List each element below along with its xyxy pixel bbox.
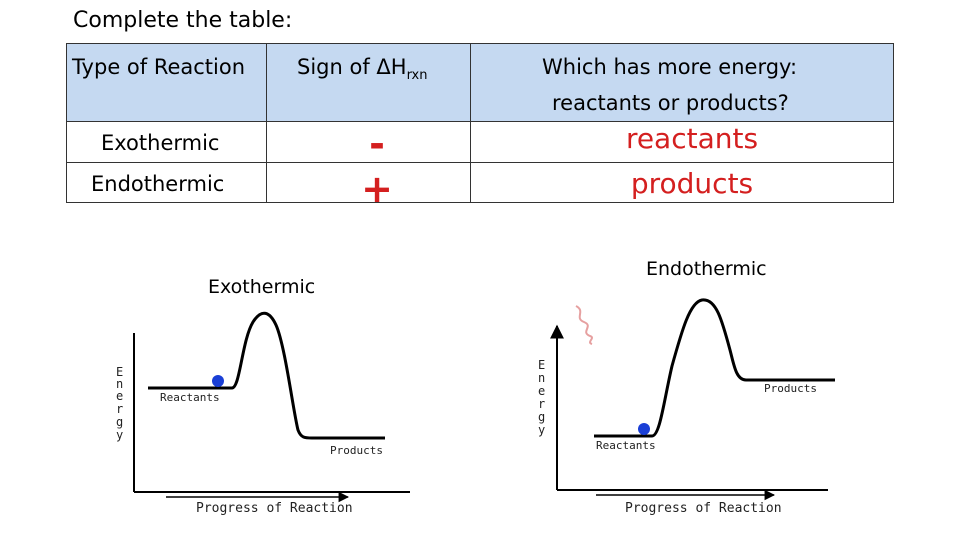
table-border-header bbox=[66, 121, 894, 122]
endo-blue-dot bbox=[638, 423, 650, 435]
header-sign-text: Sign of ΔH bbox=[297, 55, 407, 79]
endo-x-label: Progress of Reaction bbox=[625, 501, 782, 516]
header-sign-subscript: rxn bbox=[406, 68, 428, 84]
endo-y-letter: e bbox=[538, 384, 545, 398]
exo-y-letter: g bbox=[116, 415, 123, 429]
table-border-top bbox=[66, 43, 894, 44]
exo-y-letter: y bbox=[116, 428, 123, 442]
exo-y-letter: e bbox=[116, 389, 123, 403]
header-sign-of-dh: Sign of ΔHrxn bbox=[297, 55, 428, 83]
endo-y-letter: E bbox=[538, 358, 545, 372]
exo-y-letter: r bbox=[116, 402, 123, 416]
endo-y-label: E n e r g y bbox=[538, 358, 545, 437]
row-answer-exothermic: reactants bbox=[625, 122, 759, 155]
exo-y-letter: E bbox=[116, 365, 123, 379]
endo-y-letter: n bbox=[538, 371, 545, 385]
exo-y-letter: n bbox=[116, 377, 123, 391]
exo-y-label: E n e r g y bbox=[116, 365, 123, 442]
exo-products-label: Products bbox=[330, 444, 383, 457]
row-sign-exothermic: - bbox=[369, 122, 385, 166]
exo-reactants-label: Reactants bbox=[160, 391, 220, 404]
row-type-endothermic: Endothermic bbox=[91, 172, 225, 196]
exothermic-diagram-title: Exothermic bbox=[208, 276, 316, 298]
endo-reactants-label: Reactants bbox=[596, 439, 656, 452]
endothermic-diagram-title: Endothermic bbox=[646, 258, 767, 280]
endo-y-letter: r bbox=[538, 397, 545, 411]
row-type-exothermic: Exothermic bbox=[101, 131, 220, 155]
header-type-of-reaction: Type of Reaction bbox=[72, 55, 246, 79]
table-divider-1 bbox=[266, 43, 267, 203]
table-border-middle bbox=[66, 162, 894, 163]
squiggle-decoration bbox=[575, 305, 593, 345]
exo-blue-dot bbox=[212, 375, 224, 387]
table-border-bottom bbox=[66, 202, 894, 203]
endo-energy-curve bbox=[594, 298, 835, 438]
endo-y-letter: g bbox=[538, 410, 545, 424]
table-border-left bbox=[66, 43, 67, 203]
endo-y-letter: y bbox=[538, 423, 545, 437]
row-sign-endothermic: + bbox=[361, 167, 393, 211]
exothermic-diagram: Reactants Products Progress of Reaction … bbox=[116, 311, 410, 516]
endothermic-diagram: Reactants Products Progress of Reaction … bbox=[538, 298, 835, 516]
header-energy-line2: reactants or products? bbox=[552, 91, 789, 115]
table-border-right bbox=[893, 43, 894, 203]
header-energy-line1: Which has more energy: bbox=[542, 55, 798, 79]
table-header-background bbox=[66, 43, 894, 121]
row-answer-endothermic: products bbox=[630, 167, 754, 200]
endo-products-label: Products bbox=[764, 382, 817, 395]
exo-energy-curve bbox=[148, 311, 385, 440]
exo-x-label: Progress of Reaction bbox=[196, 501, 353, 516]
prompt-text: Complete the table: bbox=[73, 8, 293, 33]
table-divider-2 bbox=[470, 43, 471, 203]
reaction-table: Type of Reaction Sign of ΔHrxn Which has… bbox=[66, 43, 894, 208]
